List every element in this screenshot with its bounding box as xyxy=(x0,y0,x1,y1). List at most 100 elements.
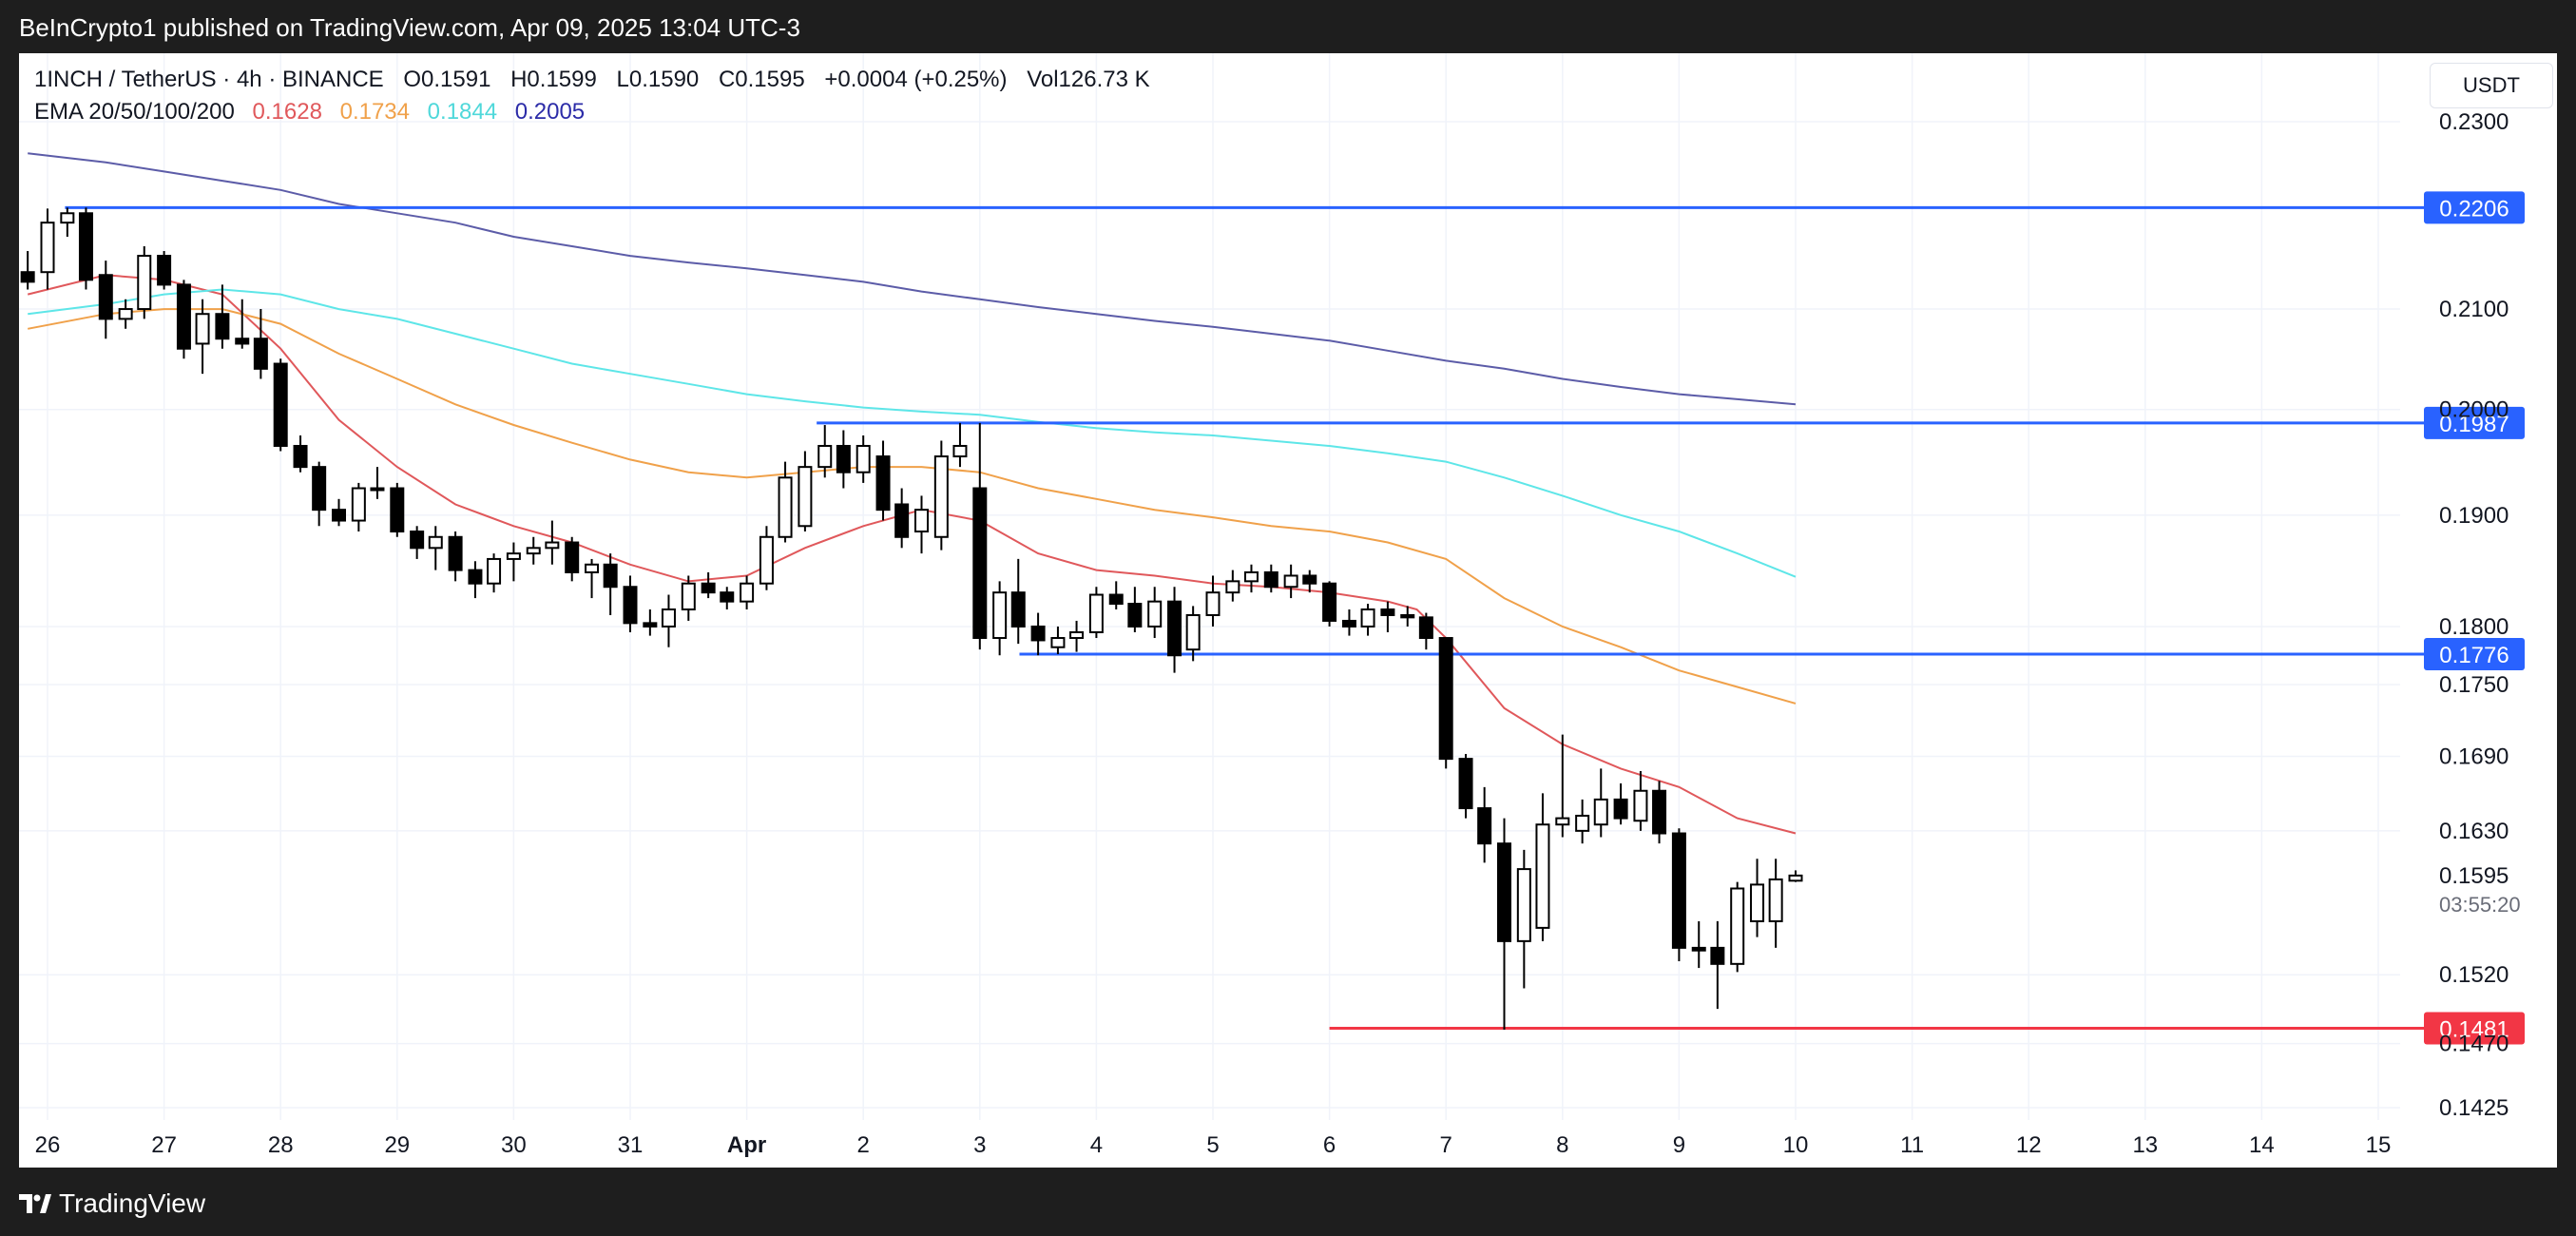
candle xyxy=(875,440,891,521)
candle-body-down xyxy=(1691,946,1706,952)
ema20-line xyxy=(27,274,1797,835)
candle-body-up xyxy=(40,222,55,274)
x-tick-label: 26 xyxy=(35,1132,61,1158)
candle-body-down xyxy=(98,274,113,320)
candle xyxy=(390,482,405,537)
candle-body-down xyxy=(623,586,638,625)
candle-body-up xyxy=(933,455,949,538)
axes: 26 27 28 29 30 31 Apr 2 3 4 5 6 7 8 9 10 11 12 13 14 15 0.230… xyxy=(35,109,2521,1158)
candle-body-down xyxy=(1710,946,1725,965)
high-value: H0.1599 xyxy=(510,67,597,92)
candle-body-up xyxy=(1088,593,1104,633)
candle xyxy=(118,299,133,329)
x-tick-label: 8 xyxy=(1556,1132,1568,1158)
candle xyxy=(1593,768,1608,838)
tradingview-logo[interactable]: TradingView xyxy=(19,1188,205,1219)
candle-body-down xyxy=(1497,842,1511,942)
y-tick-label: 0.1690 xyxy=(2439,744,2509,770)
x-tick-label: 6 xyxy=(1323,1132,1336,1158)
candle xyxy=(972,422,988,650)
x-tick-label: 11 xyxy=(1900,1132,1924,1158)
candle-body-up xyxy=(798,466,813,528)
tradingview-logo-icon xyxy=(19,1194,51,1213)
x-tick-label: 30 xyxy=(501,1132,527,1158)
candle xyxy=(1710,920,1725,1010)
ema200-line xyxy=(28,152,1797,406)
y-tick-label: 0.2300 xyxy=(2439,109,2509,135)
y-tick-label: 0.1900 xyxy=(2439,503,2509,529)
candle-body-up xyxy=(817,444,833,469)
x-tick-label: 2 xyxy=(857,1132,870,1158)
candle xyxy=(1127,587,1143,632)
currency-button[interactable]: USDT xyxy=(2430,63,2553,108)
candle xyxy=(1535,793,1550,941)
candle-body-up xyxy=(1243,570,1259,583)
candle-body-down xyxy=(1302,574,1317,585)
ema100-line xyxy=(28,288,1797,578)
candle xyxy=(1768,859,1783,948)
candle-body-down xyxy=(701,582,716,594)
candle-body-up xyxy=(1750,883,1765,922)
candle-body-up xyxy=(759,535,774,585)
x-tick-label: 13 xyxy=(2132,1132,2158,1158)
candle-body-up xyxy=(526,547,541,555)
candle-body-down xyxy=(390,487,405,533)
chart-area[interactable] xyxy=(19,53,2557,1168)
candle xyxy=(603,553,618,615)
candle xyxy=(661,594,676,647)
candle-body-up xyxy=(545,541,560,550)
candle-body-down xyxy=(273,362,288,447)
candle-body-down xyxy=(468,569,483,585)
candle-body-down xyxy=(1263,570,1278,589)
candle-body-down xyxy=(720,591,735,603)
candle xyxy=(1380,601,1395,632)
candle-body-up xyxy=(1205,591,1221,616)
candle xyxy=(293,435,308,473)
horizontal-levels[interactable]: 0.2206 0.1987 0.1776 0.1481 xyxy=(65,191,2525,1045)
candle-body-up xyxy=(1147,600,1163,628)
candle-body-up xyxy=(855,444,871,473)
candle-body-down xyxy=(1322,582,1337,622)
candle xyxy=(1633,770,1648,831)
candle-body-up xyxy=(585,563,600,573)
candle-body-down xyxy=(603,563,618,589)
candle-body-down xyxy=(176,283,191,350)
candle-body-down xyxy=(643,622,658,628)
open-value: O0.1591 xyxy=(403,67,491,92)
ohlc-legend: 1INCH / TetherUS · 4h · BINANCE O0.1591 … xyxy=(34,67,1163,93)
y-tick-label: 0.2100 xyxy=(2439,297,2509,322)
candle-body-down xyxy=(1127,603,1143,628)
candle-body-up xyxy=(1225,580,1240,594)
y-tick-label: 0.1595 xyxy=(2439,863,2509,889)
candle-body-down xyxy=(565,541,580,573)
candle-body-up xyxy=(740,582,755,603)
candle xyxy=(817,425,833,478)
change-value: +0.0004 (+0.25%) xyxy=(824,67,1008,92)
candle-body-down xyxy=(1010,591,1026,628)
publisher-text: BeInCrypto1 published on TradingView.com… xyxy=(19,13,800,42)
candle xyxy=(701,571,716,599)
ema-legend[interactable]: EMA 20/50/100/200 0.1628 0.1734 0.1844 0… xyxy=(34,99,596,126)
x-tick-label: 27 xyxy=(151,1132,177,1158)
countdown-timer: 03:55:20 xyxy=(2439,893,2521,917)
candle xyxy=(351,482,366,532)
candle xyxy=(1671,828,1686,961)
candle xyxy=(448,531,463,582)
candle xyxy=(1418,612,1433,650)
symbol-label[interactable]: 1INCH / TetherUS · 4h · BINANCE xyxy=(34,67,384,92)
candle-body-up xyxy=(487,557,502,585)
candle xyxy=(1225,570,1240,602)
candle xyxy=(836,430,851,489)
candle-body-up xyxy=(195,313,210,345)
candle-body-down xyxy=(1438,637,1453,761)
candle xyxy=(933,440,949,550)
candle-body-down xyxy=(1400,613,1415,619)
candle xyxy=(1438,637,1453,769)
x-tick-label: Apr xyxy=(727,1132,766,1158)
candle xyxy=(273,358,288,452)
candle xyxy=(992,581,1008,656)
candle xyxy=(855,435,871,483)
candle xyxy=(176,280,191,359)
candle xyxy=(1322,581,1337,627)
